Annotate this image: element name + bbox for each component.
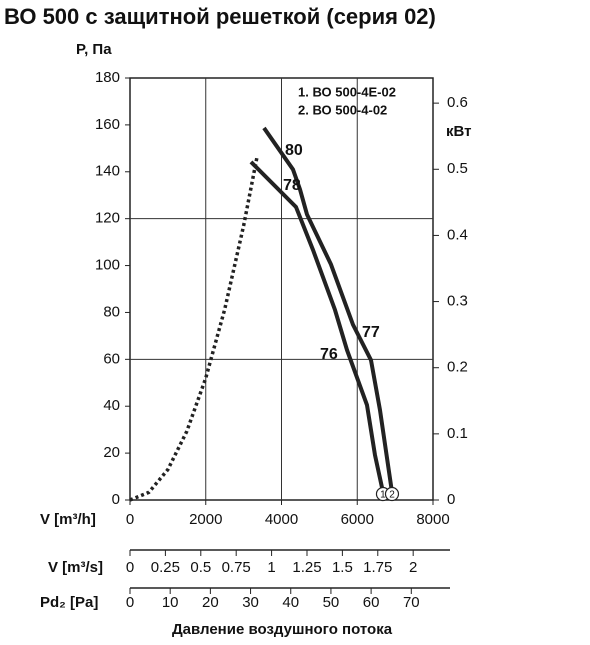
scale_m3s-tick-label: 0.25: [151, 559, 180, 576]
y2-axis-label: кВт: [446, 123, 472, 140]
y-tick-label: 20: [103, 444, 120, 461]
scale_m3s-tick-label: 1: [267, 559, 275, 576]
m3s-axis-label: V [m³/s]: [48, 559, 103, 576]
x-axis-label: V [m³/h]: [40, 511, 96, 528]
scale_m3s-tick-label: 0.75: [222, 559, 251, 576]
y-axis-label: P, Па: [76, 41, 112, 58]
pd-axis-label: Pd₂ [Pa]: [40, 594, 98, 611]
scale_m3s-tick-label: 2: [409, 559, 417, 576]
end-label: 1: [380, 490, 386, 501]
y-tick-label: 60: [103, 350, 120, 367]
system-curve: [129, 157, 259, 502]
fan-curve: [262, 126, 394, 493]
y2-tick-label: 0.3: [447, 293, 468, 310]
y2-tick-label: 0.6: [447, 94, 468, 111]
scale_pd-tick-label: 0: [126, 594, 134, 611]
scale_pd-tick-label: 50: [323, 594, 340, 611]
end-label: 2: [389, 490, 395, 501]
scale_m3s-tick-label: 1.5: [332, 559, 353, 576]
curve-annotation: 78: [283, 177, 301, 194]
y2-tick-label: 0.2: [447, 359, 468, 376]
scale_pd-tick-label: 70: [403, 594, 420, 611]
scale_m3s-tick-label: 1.75: [363, 559, 392, 576]
y2-tick-label: 0.1: [447, 425, 468, 442]
legend-entry: 2. ВО 500-4-02: [298, 102, 387, 117]
y2-tick-label: 0.5: [447, 160, 468, 177]
x-tick-label: 6000: [341, 511, 374, 528]
footer: Давление воздушного потока: [172, 621, 393, 638]
chart-title: ВО 500 с защитной решеткой (серия 02): [4, 4, 436, 29]
curve-annotation: 76: [320, 346, 338, 363]
y-tick-label: 180: [95, 69, 120, 86]
scale_pd-tick-label: 10: [162, 594, 179, 611]
x-tick-label: 2000: [189, 511, 222, 528]
scale_m3s-tick-label: 0.5: [190, 559, 211, 576]
y-tick-label: 100: [95, 257, 120, 274]
y-tick-label: 140: [95, 163, 120, 180]
scale_m3s-tick-label: 1.25: [292, 559, 321, 576]
scale_m3s-tick-label: 0: [126, 559, 134, 576]
y-tick-label: 120: [95, 210, 120, 227]
y2-tick-label: 0: [447, 491, 455, 508]
scale_pd-tick-label: 20: [202, 594, 219, 611]
y-tick-label: 80: [103, 303, 120, 320]
fan-curve: [249, 160, 385, 493]
curve-annotation: 80: [285, 142, 303, 159]
scale_pd-tick-label: 60: [363, 594, 380, 611]
y-tick-label: 160: [95, 116, 120, 133]
curve-annotation: 77: [362, 324, 380, 341]
end-marker: [384, 486, 400, 502]
scale_pd-tick-label: 30: [242, 594, 259, 611]
y-tick-label: 0: [112, 491, 120, 508]
x-tick-label: 0: [126, 511, 134, 528]
x-tick-label: 8000: [416, 511, 449, 528]
x-tick-label: 4000: [265, 511, 298, 528]
y2-tick-label: 0.4: [447, 226, 468, 243]
legend-entry: 1. ВО 500-4Е-02: [298, 84, 396, 99]
scale_pd-tick-label: 40: [282, 594, 299, 611]
y-tick-label: 40: [103, 397, 120, 414]
